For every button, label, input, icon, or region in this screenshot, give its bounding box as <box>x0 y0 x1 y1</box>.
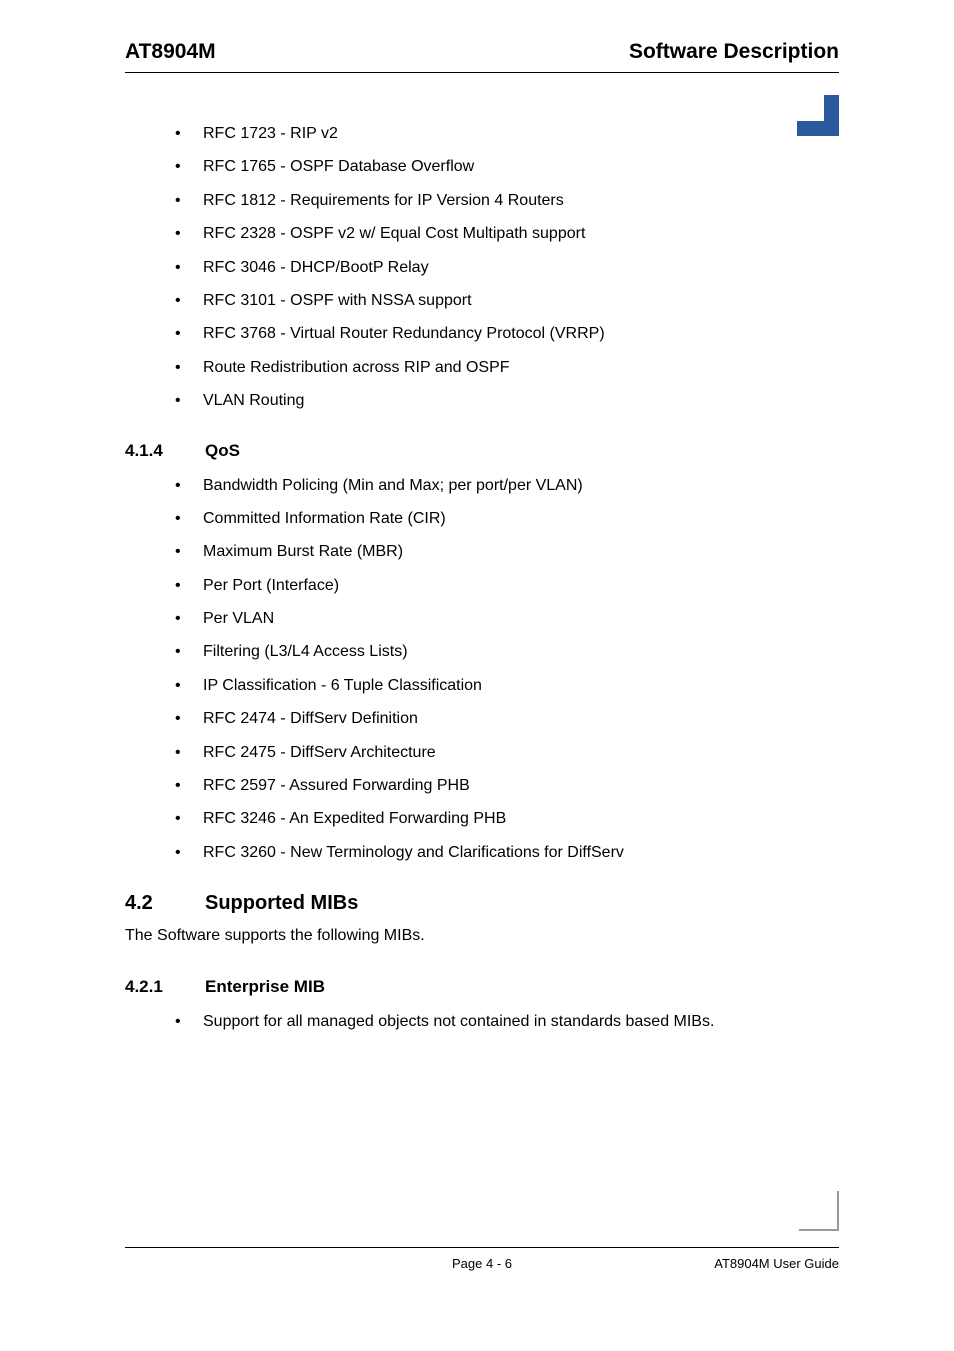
list-item: RFC 2597 - Assured Forwarding PHB <box>175 775 839 797</box>
qos-list: Bandwidth Policing (Min and Max; per por… <box>125 475 839 865</box>
section-number: 4.2 <box>125 892 205 915</box>
list-item: Maximum Burst Rate (MBR) <box>175 541 839 563</box>
subsection-qos-heading: 4.1.4 QoS <box>125 441 839 461</box>
list-item: RFC 1723 - RIP v2 <box>175 123 839 145</box>
page-header: AT8904M Software Description <box>125 40 839 73</box>
subsection-title: Enterprise MIB <box>205 977 325 997</box>
list-item: RFC 3246 - An Expedited Forwarding PHB <box>175 808 839 830</box>
rfc-list-1: RFC 1723 - RIP v2 RFC 1765 - OSPF Databa… <box>125 123 839 413</box>
page-footer: Page 4 - 6 AT8904M User Guide <box>125 1247 839 1271</box>
subsection-enterprise-mib-heading: 4.2.1 Enterprise MIB <box>125 977 839 997</box>
list-item: RFC 2475 - DiffServ Architecture <box>175 742 839 764</box>
list-item: Per VLAN <box>175 608 839 630</box>
bottom-corner-mark-icon <box>797 1189 839 1231</box>
list-item: RFC 3260 - New Terminology and Clarifica… <box>175 842 839 864</box>
list-item: VLAN Routing <box>175 390 839 412</box>
footer-page-number: Page 4 - 6 <box>452 1256 512 1271</box>
header-right-title: Software Description <box>629 40 839 64</box>
footer-guide-name: AT8904M User Guide <box>714 1256 839 1271</box>
list-item: RFC 2328 - OSPF v2 w/ Equal Cost Multipa… <box>175 223 839 245</box>
list-item: RFC 1765 - OSPF Database Overflow <box>175 156 839 178</box>
list-item: Filtering (L3/L4 Access Lists) <box>175 641 839 663</box>
list-item: IP Classification - 6 Tuple Classificati… <box>175 675 839 697</box>
list-item: RFC 1812 - Requirements for IP Version 4… <box>175 190 839 212</box>
list-item: Route Redistribution across RIP and OSPF <box>175 357 839 379</box>
section-title: Supported MIBs <box>205 892 358 915</box>
subsection-title: QoS <box>205 441 240 461</box>
section-supported-mibs-heading: 4.2 Supported MIBs <box>125 892 839 915</box>
list-item: RFC 3101 - OSPF with NSSA support <box>175 290 839 312</box>
subsection-number: 4.2.1 <box>125 977 205 997</box>
list-item: Support for all managed objects not cont… <box>175 1011 839 1033</box>
header-left-title: AT8904M <box>125 40 216 64</box>
list-item: Per Port (Interface) <box>175 575 839 597</box>
list-item: Bandwidth Policing (Min and Max; per por… <box>175 475 839 497</box>
list-item: RFC 3768 - Virtual Router Redundancy Pro… <box>175 323 839 345</box>
list-item: RFC 2474 - DiffServ Definition <box>175 708 839 730</box>
list-item: RFC 3046 - DHCP/BootP Relay <box>175 257 839 279</box>
section-intro-text: The Software supports the following MIBs… <box>125 927 839 945</box>
list-item: Committed Information Rate (CIR) <box>175 508 839 530</box>
subsection-number: 4.1.4 <box>125 441 205 461</box>
enterprise-mib-list: Support for all managed objects not cont… <box>125 1011 839 1033</box>
